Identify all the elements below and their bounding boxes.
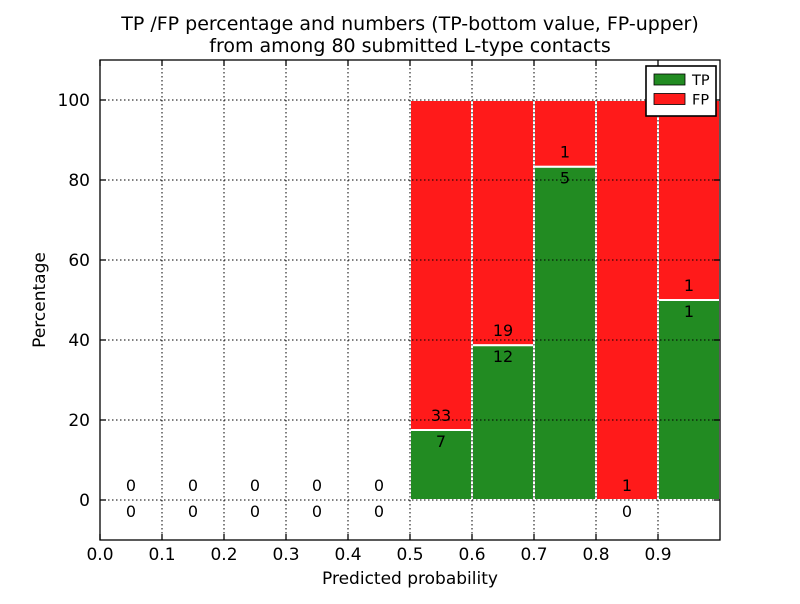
bar-segment-fp [471,99,535,347]
x-tick-label: 0.3 [272,545,299,565]
bar-segment-tp [471,344,535,501]
x-tick-label: 0.8 [582,545,609,565]
tp-count-label: 5 [560,169,570,188]
fp-count-label: 0 [312,476,322,495]
bar-segment-tp [657,299,721,501]
x-axis-label: Predicted probability [322,569,498,589]
x-tick-label: 0.9 [644,545,671,565]
chart-title-line-2: from among 80 submitted L-type contacts [209,35,610,57]
y-tick-label: 40 [68,331,90,351]
tp-count-label: 0 [622,502,632,521]
bar-count-labels-layer: 0 0 0 0 0 0 0 0 0 0 33 7 19 12 1 5 1 0 1 1 [126,143,694,521]
y-tick-label: 80 [68,171,90,191]
x-tick-label: 0.1 [148,545,175,565]
fp-count-label: 33 [431,406,451,425]
tp-count-label: 0 [312,502,322,521]
tp-count-label: 0 [188,502,198,521]
bar-segment-fp [409,99,473,431]
fp-count-label: 0 [374,476,384,495]
fp-count-label: 1 [622,476,632,495]
tp-count-label: 7 [436,432,446,451]
fp-count-label: 19 [493,321,513,340]
tp-count-label: 12 [493,347,513,366]
bar-segment-tp [533,165,597,501]
legend: TP FP [645,65,717,117]
fp-count-label: 0 [126,476,136,495]
fp-count-label: 0 [250,476,260,495]
tp-count-label: 0 [250,502,260,521]
fp-count-label: 1 [560,143,570,162]
tp-count-label: 0 [374,502,384,521]
chart-title-line-1: TP /FP percentage and numbers (TP-bottom… [120,13,699,35]
x-tick-label: 0.0 [86,545,113,565]
legend-label-fp: FP [692,93,709,109]
gridlines-layer [99,60,720,540]
y-axis-label: Percentage [30,252,50,348]
tp-count-label: 1 [684,302,694,321]
bar-segment-fp [595,99,659,501]
tp-count-label: 0 [126,502,136,521]
bars-layer [409,99,721,501]
x-tick-label: 0.7 [520,545,547,565]
y-tick-label: 100 [58,91,90,111]
x-tick-label: 0.5 [396,545,423,565]
y-tick-label: 60 [68,251,90,271]
fp-count-label: 1 [684,276,694,295]
legend-swatch-fp [653,93,686,105]
tick-labels-layer: 0.0 0.1 0.2 0.3 0.4 0.5 0.6 0.7 0.8 0.9 0 20 40 60 80 1… [58,91,672,565]
legend-swatch-tp [653,73,686,86]
bar-segment-fp [657,99,721,301]
legend-label-tp: TP [691,73,710,89]
x-tick-label: 0.2 [210,545,237,565]
x-tick-label: 0.6 [458,545,485,565]
y-tick-label: 20 [68,411,90,431]
fp-count-label: 0 [188,476,198,495]
x-tick-label: 0.4 [334,545,361,565]
y-tick-label: 0 [79,491,90,511]
